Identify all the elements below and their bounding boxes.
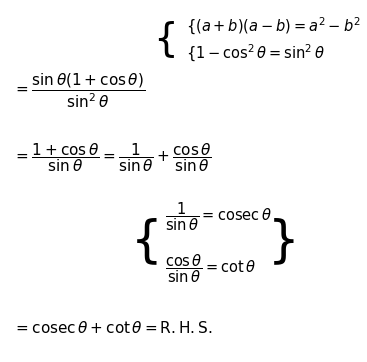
Text: $=\mathrm{cosec}\,\theta+\cot\theta=\mathrm{R.H.S.}$: $=\mathrm{cosec}\,\theta+\cot\theta=\mat… xyxy=(13,320,213,336)
Text: $\{$: $\{$ xyxy=(130,217,157,268)
Text: $\{(a+b)(a-b)=a^2-b^2$: $\{(a+b)(a-b)=a^2-b^2$ xyxy=(186,16,361,37)
Text: $\{1-\cos^2\theta=\sin^2\theta$: $\{1-\cos^2\theta=\sin^2\theta$ xyxy=(186,43,324,64)
Text: $=\dfrac{\sin\theta(1+\cos\theta)}{\sin^2\theta}$: $=\dfrac{\sin\theta(1+\cos\theta)}{\sin^… xyxy=(13,72,145,110)
Text: $=\dfrac{1+\cos\theta}{\sin\theta}=\dfrac{1}{\sin\theta}+\dfrac{\cos\theta}{\sin: $=\dfrac{1+\cos\theta}{\sin\theta}=\dfra… xyxy=(13,141,212,174)
Text: $\{$: $\{$ xyxy=(153,18,175,60)
Text: $\dfrac{1}{\sin\theta}=\mathrm{cosec}\,\theta$: $\dfrac{1}{\sin\theta}=\mathrm{cosec}\,\… xyxy=(165,201,272,233)
Text: $\}$: $\}$ xyxy=(267,217,294,268)
Text: $\dfrac{\cos\theta}{\sin\theta}=\cot\theta$: $\dfrac{\cos\theta}{\sin\theta}=\cot\the… xyxy=(165,253,257,285)
